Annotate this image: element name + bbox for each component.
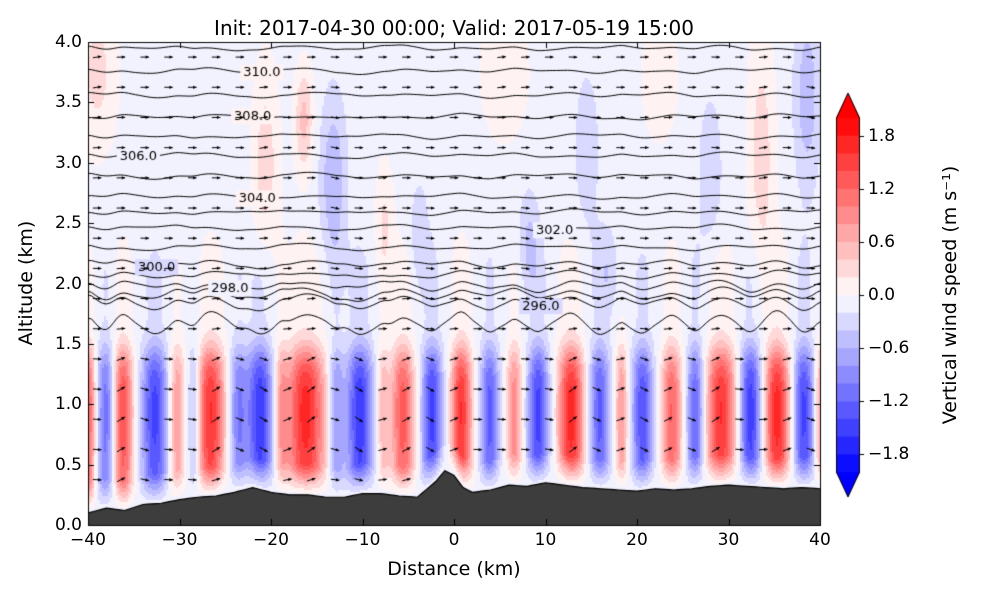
x-tick-label: 10 bbox=[534, 530, 557, 550]
colorbar-tick-label: −0.6 bbox=[868, 338, 910, 359]
x-tick-label: 20 bbox=[626, 530, 648, 550]
colorbar-tick-label: 1.8 bbox=[868, 125, 896, 146]
x-tick-label: −40 bbox=[70, 530, 106, 550]
colorbar-tick-label: 0.6 bbox=[868, 231, 896, 252]
colorbar-tick-label: −1.2 bbox=[868, 391, 910, 412]
x-tick-label: −10 bbox=[344, 530, 381, 550]
colorbar-tick-label: 0.0 bbox=[868, 285, 896, 305]
y-tick-label: 3.0 bbox=[54, 152, 82, 173]
y-tick-label: 0.0 bbox=[54, 515, 82, 535]
x-tick-label: 40 bbox=[809, 530, 831, 550]
y-tick-label: 3.5 bbox=[54, 92, 82, 113]
x-tick-label: −20 bbox=[253, 530, 289, 550]
x-axis-label: Distance (km) bbox=[387, 558, 521, 580]
y-tick-label: 1.5 bbox=[54, 333, 82, 354]
colorbar-tick-label: −1.8 bbox=[868, 444, 910, 465]
y-tick-label: 4.0 bbox=[54, 32, 82, 52]
plot-title: Init: 2017-04-30 00:00; Valid: 2017-05-1… bbox=[214, 16, 694, 40]
colorbar-label: Vertical wind speed (m s⁻¹) bbox=[939, 165, 961, 425]
y-tick-label: 2.0 bbox=[54, 273, 82, 294]
x-tick-label: −30 bbox=[161, 530, 198, 550]
y-tick-label: 0.5 bbox=[54, 454, 82, 475]
x-tick-label: 30 bbox=[717, 530, 740, 550]
x-tick-label: 0 bbox=[448, 530, 460, 550]
colorbar-tick-label: 1.2 bbox=[868, 178, 896, 199]
y-tick-label: 2.5 bbox=[54, 213, 82, 234]
y-tick-label: 1.0 bbox=[54, 394, 82, 415]
